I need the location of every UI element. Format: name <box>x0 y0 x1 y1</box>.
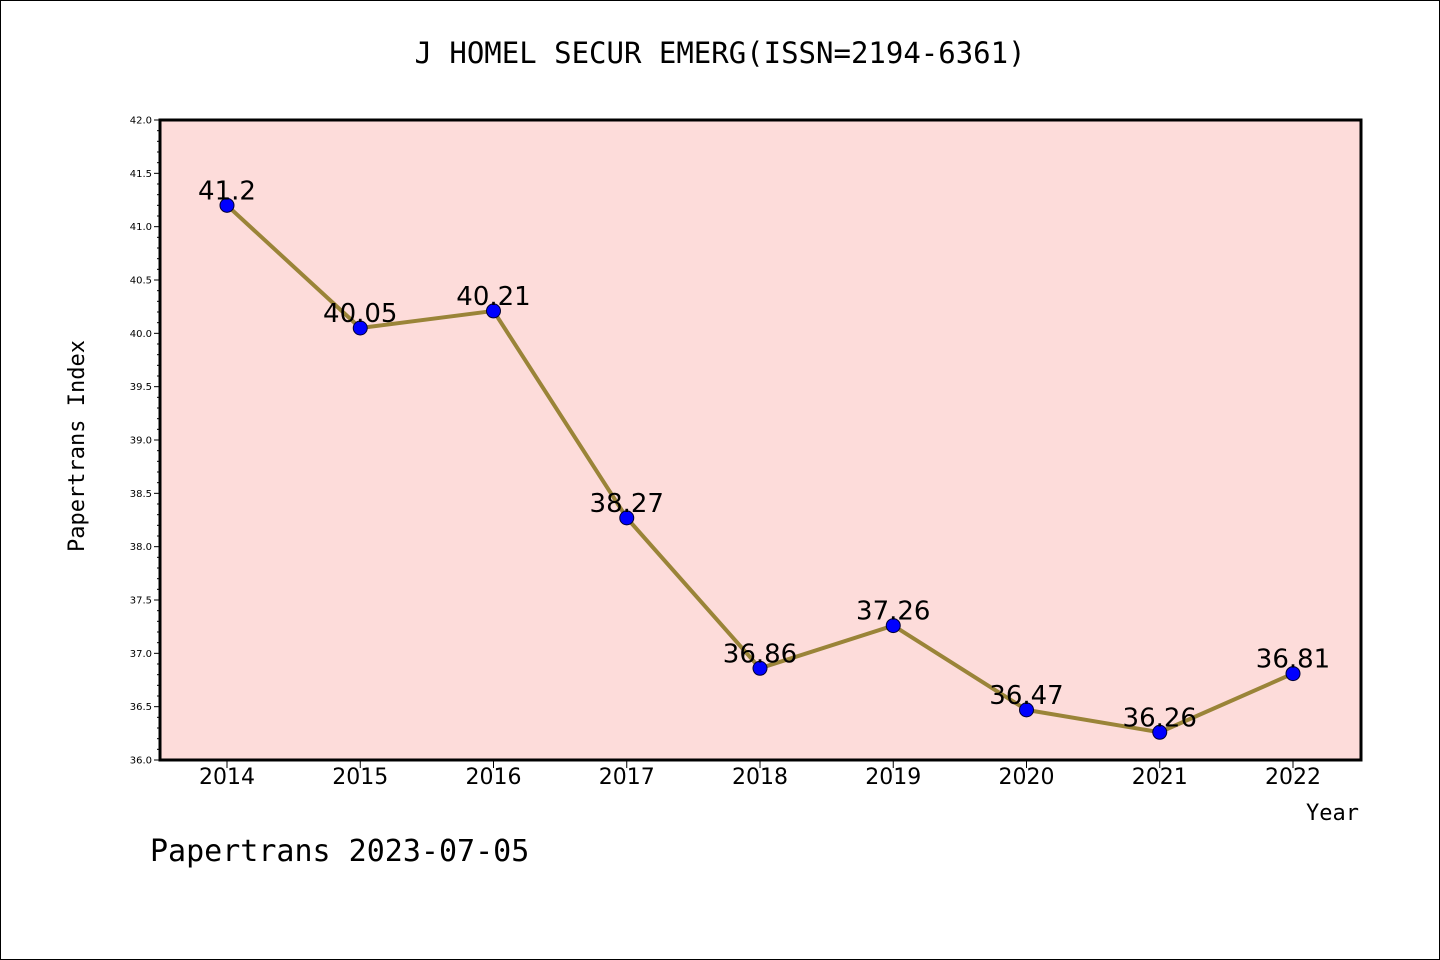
data-label: 36.47 <box>989 681 1063 711</box>
y-tick-label: 38.5 <box>130 489 152 500</box>
x-tick-label: 2022 <box>1265 765 1321 790</box>
data-points <box>219 197 1301 740</box>
x-tick-label: 2021 <box>1132 765 1188 790</box>
x-tick-label: 2017 <box>599 765 655 790</box>
data-point <box>219 197 235 213</box>
data-label: 36.81 <box>1256 645 1330 675</box>
y-axis: 36.0 36.5 37.0 37.5 38.0 38.5 39.0 39.5 40.0 40.5… <box>130 116 160 767</box>
data-label: 37.26 <box>856 597 930 627</box>
x-axis-label: Year <box>1306 801 1359 826</box>
footer-stamp: Papertrans 2023-07-05 <box>150 834 530 869</box>
y-tick-label: 37.5 <box>130 596 152 607</box>
x-tick-label: 2019 <box>865 765 921 790</box>
x-tick-label: 2015 <box>332 765 388 790</box>
data-point <box>1019 702 1034 718</box>
y-tick-label: 40.5 <box>130 276 152 287</box>
data-point <box>1285 666 1301 682</box>
x-axis: 2014 2015 2016 2017 2018 2019 2020 2021 2022 <box>199 760 1321 790</box>
x-tick-label: 2016 <box>466 765 522 790</box>
data-point <box>885 618 901 634</box>
y-tick-label: 42.0 <box>130 116 152 127</box>
y-tick-label: 36.5 <box>130 702 152 713</box>
plot-area <box>158 118 1363 762</box>
data-point <box>486 303 501 319</box>
y-tick-label: 40.0 <box>130 329 152 340</box>
y-tick-label: 41.5 <box>130 169 152 180</box>
y-tick-label: 39.0 <box>130 436 152 447</box>
data-label: 38.27 <box>590 489 664 519</box>
x-tick-label: 2020 <box>999 765 1055 790</box>
data-label: 36.86 <box>723 639 797 669</box>
data-label: 36.26 <box>1123 703 1197 733</box>
chart-title: J HOMEL SECUR EMERG(ISSN=2194-6361) <box>414 36 1026 70</box>
data-point <box>352 320 368 336</box>
x-tick-label: 2014 <box>199 765 255 790</box>
y-tick-label: 41.0 <box>130 222 152 233</box>
data-labels: 41.2 40.05 40.21 38.27 36.86 37.26 36.47 36.26 3… <box>198 176 1330 733</box>
x-tick-label: 2018 <box>732 765 788 790</box>
data-label: 40.05 <box>323 299 397 329</box>
y-tick-label: 37.0 <box>130 649 152 660</box>
data-point <box>619 510 635 526</box>
data-point <box>1152 724 1168 740</box>
y-axis-label: Papertrans Index <box>65 340 90 552</box>
y-tick-label: 38.0 <box>130 542 152 553</box>
data-label: 41.2 <box>198 176 256 206</box>
data-point <box>752 660 768 676</box>
y-tick-label: 39.5 <box>130 382 152 393</box>
data-label: 40.21 <box>456 282 530 312</box>
y-tick-label: 36.0 <box>130 756 152 767</box>
